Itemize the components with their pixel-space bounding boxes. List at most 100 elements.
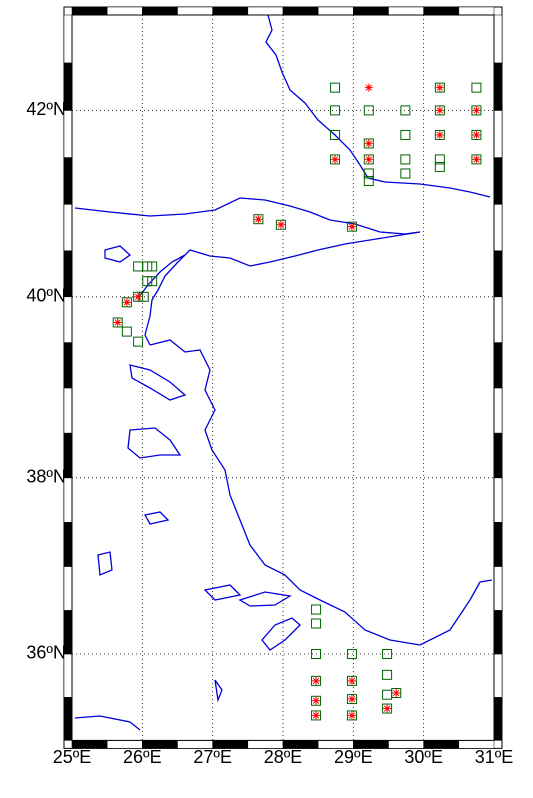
station-square bbox=[330, 105, 341, 116]
star-marker bbox=[347, 676, 356, 685]
station-square bbox=[311, 604, 322, 615]
frame-segment bbox=[212, 740, 249, 749]
station-square bbox=[311, 710, 322, 721]
frame-segment bbox=[106, 6, 143, 16]
star-marker bbox=[392, 688, 401, 697]
y-tick-label: 42ºN bbox=[26, 99, 66, 119]
star-marker bbox=[312, 711, 321, 720]
plot-border bbox=[71, 14, 495, 741]
frame-segment bbox=[353, 740, 389, 749]
star-marker bbox=[472, 106, 481, 115]
station-square bbox=[434, 105, 445, 116]
star-marker bbox=[383, 704, 392, 713]
frame-segment bbox=[247, 740, 284, 749]
station-square bbox=[346, 648, 357, 659]
station-square bbox=[471, 154, 482, 165]
frame-segment bbox=[493, 522, 503, 567]
frame-segment bbox=[317, 740, 354, 749]
station-square bbox=[112, 317, 123, 328]
frame-segment bbox=[493, 653, 503, 698]
station-square bbox=[346, 694, 357, 705]
station-square bbox=[346, 221, 357, 232]
station-square bbox=[121, 297, 132, 308]
station-square bbox=[275, 219, 286, 230]
frame-segment bbox=[63, 432, 73, 479]
station-square bbox=[382, 648, 393, 659]
frame-segment bbox=[63, 653, 73, 698]
coastline bbox=[74, 14, 493, 731]
star-marker bbox=[122, 298, 131, 307]
x-tick-label: 27ºE bbox=[193, 747, 232, 767]
station-square bbox=[382, 689, 393, 700]
star-marker bbox=[435, 83, 444, 92]
star-marker bbox=[435, 130, 444, 139]
frame-segment bbox=[63, 110, 73, 158]
frame-segment bbox=[63, 477, 73, 523]
station-square bbox=[400, 168, 411, 179]
frame-segment bbox=[71, 740, 108, 749]
station-square bbox=[471, 129, 482, 140]
x-tick-label: 25ºE bbox=[53, 747, 92, 767]
station-square bbox=[253, 214, 264, 225]
frame-segment bbox=[493, 566, 503, 611]
station-square bbox=[147, 276, 158, 287]
frame-segment bbox=[353, 6, 389, 16]
station-square bbox=[330, 82, 341, 93]
station-square bbox=[363, 175, 374, 186]
station-square bbox=[346, 710, 357, 721]
frame-segment bbox=[63, 204, 73, 251]
frame-segment bbox=[493, 387, 503, 434]
frame-segment bbox=[423, 740, 460, 749]
star-marker bbox=[435, 106, 444, 115]
frame-segment bbox=[282, 740, 319, 749]
frame-segment bbox=[63, 697, 73, 741]
frame-segment bbox=[458, 740, 495, 749]
station-square bbox=[434, 161, 445, 172]
map-layer: 25ºE 26ºE 27ºE 28ºE 29ºE 30ºE 31ºE 36ºN 38ºN 40ºN… bbox=[26, 6, 513, 767]
star-marker bbox=[347, 222, 356, 231]
y-tick-label: 40ºN bbox=[26, 286, 66, 306]
frame-segment bbox=[493, 157, 503, 205]
frame-segment bbox=[63, 610, 73, 655]
frame-segment bbox=[63, 387, 73, 434]
star-marker bbox=[472, 155, 481, 164]
frame-segment bbox=[493, 62, 503, 111]
star-marker bbox=[254, 215, 263, 224]
frame-segment bbox=[63, 250, 73, 298]
station-square bbox=[363, 138, 374, 149]
frame-segment bbox=[493, 432, 503, 479]
star-marker bbox=[364, 139, 373, 148]
frame-segment bbox=[458, 6, 495, 16]
frame-segment bbox=[282, 6, 319, 16]
frame-segment bbox=[423, 6, 460, 16]
frame-segment bbox=[142, 740, 178, 749]
frame-segment bbox=[493, 477, 503, 523]
station-square bbox=[311, 675, 322, 686]
star-marker bbox=[472, 130, 481, 139]
station-square bbox=[330, 129, 341, 140]
frame-segment bbox=[63, 522, 73, 567]
frame-segment bbox=[493, 296, 503, 343]
frame-segment bbox=[493, 342, 503, 389]
station-square bbox=[133, 261, 144, 272]
frame-segment bbox=[63, 157, 73, 205]
station-square bbox=[363, 105, 374, 116]
star-marker bbox=[312, 696, 321, 705]
station-square bbox=[400, 129, 411, 140]
frame-segment bbox=[142, 6, 178, 16]
station-square bbox=[382, 703, 393, 714]
frame-segment bbox=[493, 697, 503, 741]
station-square bbox=[133, 336, 144, 347]
star-marker bbox=[347, 695, 356, 704]
frame-segment bbox=[493, 14, 503, 64]
frame-segment bbox=[212, 6, 249, 16]
station-square bbox=[363, 154, 374, 165]
frame-segment bbox=[493, 110, 503, 158]
frame-segment bbox=[177, 740, 213, 749]
star-marker bbox=[364, 83, 373, 92]
x-tick-label: 30ºE bbox=[404, 747, 443, 767]
star-marker bbox=[331, 155, 340, 164]
star-marker bbox=[312, 676, 321, 685]
station-square bbox=[471, 82, 482, 93]
